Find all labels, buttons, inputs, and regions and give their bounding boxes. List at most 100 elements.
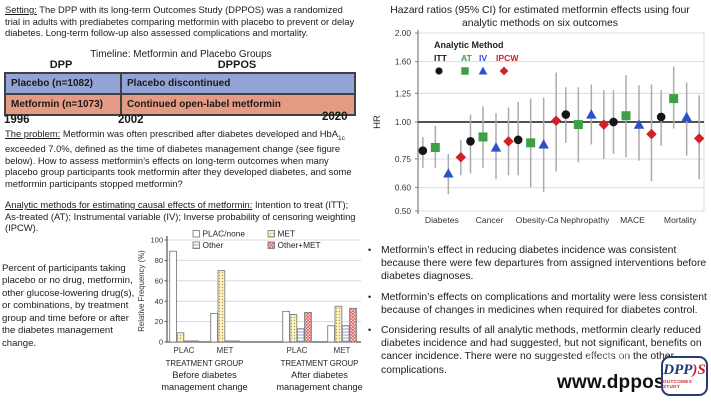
timeline-title: Timeline: Metformin and Placebo Groups (90, 49, 272, 60)
svg-text:TREATMENT GROUP: TREATMENT GROUP (281, 359, 359, 368)
methods-text: Intention to treat (ITT); As-treated (AT… (5, 199, 356, 234)
svg-text:management change: management change (161, 382, 247, 392)
bullet-marker: • (368, 291, 372, 302)
svg-text:PLAC: PLAC (174, 346, 195, 355)
bar-series-Other+MET (191, 307, 357, 343)
series-ITT (418, 110, 666, 155)
forest-plot: 2.00 1.60 1.25 1.00 0.75 0.60 0.50 HR Diabetes Ca… (372, 28, 705, 225)
bullet-marker: • (368, 245, 372, 255)
problem-paragraph: The problem: Metformin was often prescri… (5, 128, 360, 190)
bar-gridlines: 0 20 40 60 80 100 (150, 236, 361, 347)
problem-text-b: exceeded 7.0%, defined as the time of di… (5, 142, 352, 189)
svg-text:Other+MET: Other+MET (278, 240, 321, 250)
ci-error-bars (422, 66, 700, 195)
series-IV (443, 109, 692, 178)
svg-text:1.25: 1.25 (395, 88, 412, 98)
timeline-table: Placebo (n=1082) Placebo discontinued Me… (4, 72, 356, 116)
dppos-logo: DPP)S OUTCOMES STUDY (661, 356, 708, 396)
bar-series-Other (183, 325, 350, 343)
bullet-item-3: • Considering results of all analytic me… (368, 324, 708, 377)
dppos-header: DPPOS (217, 59, 257, 71)
bullet-item-1: • Metformin’s effect in reducing diabete… (368, 244, 708, 284)
svg-text:1.00: 1.00 (395, 117, 412, 127)
svg-text:IPCW: IPCW (496, 53, 519, 63)
methods-lead: Analytic methods for estimating causal e… (5, 199, 253, 210)
bar-y-axis-label: Relative Frequency (%) (137, 250, 146, 332)
dppos-logo-letters: DPP)S (663, 363, 706, 378)
svg-text:MET: MET (217, 346, 234, 355)
metformin-dpp-cell: Metformin (n=1073) (4, 93, 122, 116)
svg-text:1.60: 1.60 (395, 57, 412, 67)
problem-lead: The problem: (5, 128, 61, 139)
svg-text:0.60: 0.60 (395, 183, 412, 193)
svg-text:management change: management change (276, 382, 362, 392)
logo-s: S (697, 362, 706, 378)
placebo-dpp-cell: Placebo (n=1082) (4, 72, 122, 95)
svg-text:Other: Other (203, 240, 224, 250)
svg-text:TREATMENT GROUP: TREATMENT GROUP (166, 359, 244, 368)
svg-text:100: 100 (150, 236, 163, 245)
bullet-item-2: • Metformin’s effects on complications a… (368, 291, 708, 317)
frequency-bar-chart: 0 20 40 60 80 100 Relative Frequency (%) PLAC ME… (137, 229, 363, 393)
timeline-table-headers: DPP DPPOS (4, 59, 356, 71)
svg-text:ITT: ITT (434, 53, 448, 63)
placebo-row: Placebo (n=1082) Placebo discontinued (4, 72, 356, 95)
series-AT (430, 94, 679, 152)
svg-text:Cancer: Cancer (476, 215, 504, 225)
svg-text:After diabetes: After diabetes (291, 370, 348, 380)
svg-text:AT: AT (461, 53, 473, 63)
panel-caption-before: TREATMENT GROUP Before diabetes management… (161, 359, 247, 392)
svg-text:20: 20 (155, 317, 163, 326)
svg-text:80: 80 (155, 256, 163, 265)
bullet-text: Metformin’s effects on complications and… (381, 291, 707, 316)
svg-text:0.50: 0.50 (395, 206, 412, 216)
panel-caption-after: TREATMENT GROUP After diabetes management … (276, 359, 362, 392)
svg-text:40: 40 (155, 297, 163, 306)
svg-text:Before diabetes: Before diabetes (172, 370, 237, 380)
outcome-category-labels: Diabetes Cancer Obesity-Ca Nephropathy MACE M… (425, 215, 697, 225)
year-2020: 2020 (322, 111, 348, 123)
forest-plot-title: Hazard ratios (95% CI) for estimated met… (390, 5, 690, 29)
bullet-text: Metformin’s effect in reducing diabetes … (381, 245, 707, 283)
setting-text: The DPP with its long-term Outcomes Stud… (5, 4, 355, 39)
svg-text:0: 0 (159, 338, 163, 347)
svg-text:60: 60 (155, 276, 163, 285)
conclusions-list: • Metformin’s effect in reducing diabete… (368, 244, 708, 384)
bar-series-PLAC/none (169, 250, 335, 343)
metformin-dppos-cell: Continued open-label metformin (120, 93, 356, 116)
svg-text:MACE: MACE (620, 215, 645, 225)
svg-text:Nephropathy: Nephropathy (560, 215, 610, 225)
setting-lead: Setting: (5, 4, 37, 15)
bullet-marker: • (368, 325, 372, 336)
problem-text-a: Metformin was often prescribed after dia… (60, 128, 338, 139)
bullet-text: Considering results of all analytic meth… (381, 325, 702, 376)
svg-text:IV: IV (479, 53, 487, 63)
logo-paren: ) (692, 362, 698, 378)
bar-series-MET (176, 270, 343, 343)
figure-caption: Percent of participants taking placebo o… (2, 263, 135, 349)
metformin-row: Metformin (n=1073) Continued open-label … (4, 93, 356, 116)
svg-text:MET: MET (278, 229, 296, 239)
svg-text:Mortality: Mortality (664, 215, 697, 225)
svg-text:PLAC/none: PLAC/none (203, 229, 246, 239)
placebo-dppos-cell: Placebo discontinued (120, 72, 356, 95)
methods-paragraph: Analytic methods for estimating causal e… (5, 199, 360, 234)
forest-legend: Analytic Method ITT AT IV IPCW (434, 40, 519, 76)
setting-paragraph: Setting: The DPP with its long-term Outc… (5, 4, 359, 39)
svg-text:Diabetes: Diabetes (425, 215, 459, 225)
svg-text:0.75: 0.75 (395, 154, 412, 164)
svg-text:MET: MET (334, 346, 351, 355)
logo-dpp: DPP (663, 362, 693, 378)
svg-text:Analytic Method: Analytic Method (434, 40, 504, 50)
bar-legend: PLAC/none MET Other Other+MET (192, 229, 321, 250)
hba1c-subscript: 1c (338, 134, 345, 142)
svg-text:2.00: 2.00 (395, 28, 412, 38)
year-1996: 1996 (4, 114, 30, 126)
svg-text:Obesity-Ca: Obesity-Ca (516, 215, 559, 225)
year-2002: 2002 (118, 114, 144, 126)
dpp-header: DPP (49, 59, 73, 71)
dppos-logo-subtext: OUTCOMES STUDY (663, 379, 692, 389)
hr-axis-label: HR (372, 115, 383, 129)
bar-x-labels: PLAC MET PLAC MET (174, 346, 351, 355)
